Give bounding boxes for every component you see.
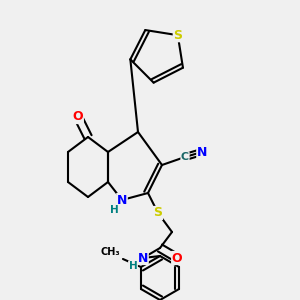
Text: H: H: [110, 205, 118, 215]
Text: S: S: [154, 206, 163, 220]
Text: C: C: [181, 152, 189, 162]
Text: S: S: [173, 29, 182, 42]
Text: O: O: [73, 110, 83, 124]
Text: N: N: [117, 194, 127, 206]
Text: N: N: [138, 251, 148, 265]
Text: O: O: [172, 251, 182, 265]
Text: N: N: [197, 146, 207, 158]
Text: CH₃: CH₃: [100, 247, 120, 257]
Text: H: H: [129, 261, 137, 271]
